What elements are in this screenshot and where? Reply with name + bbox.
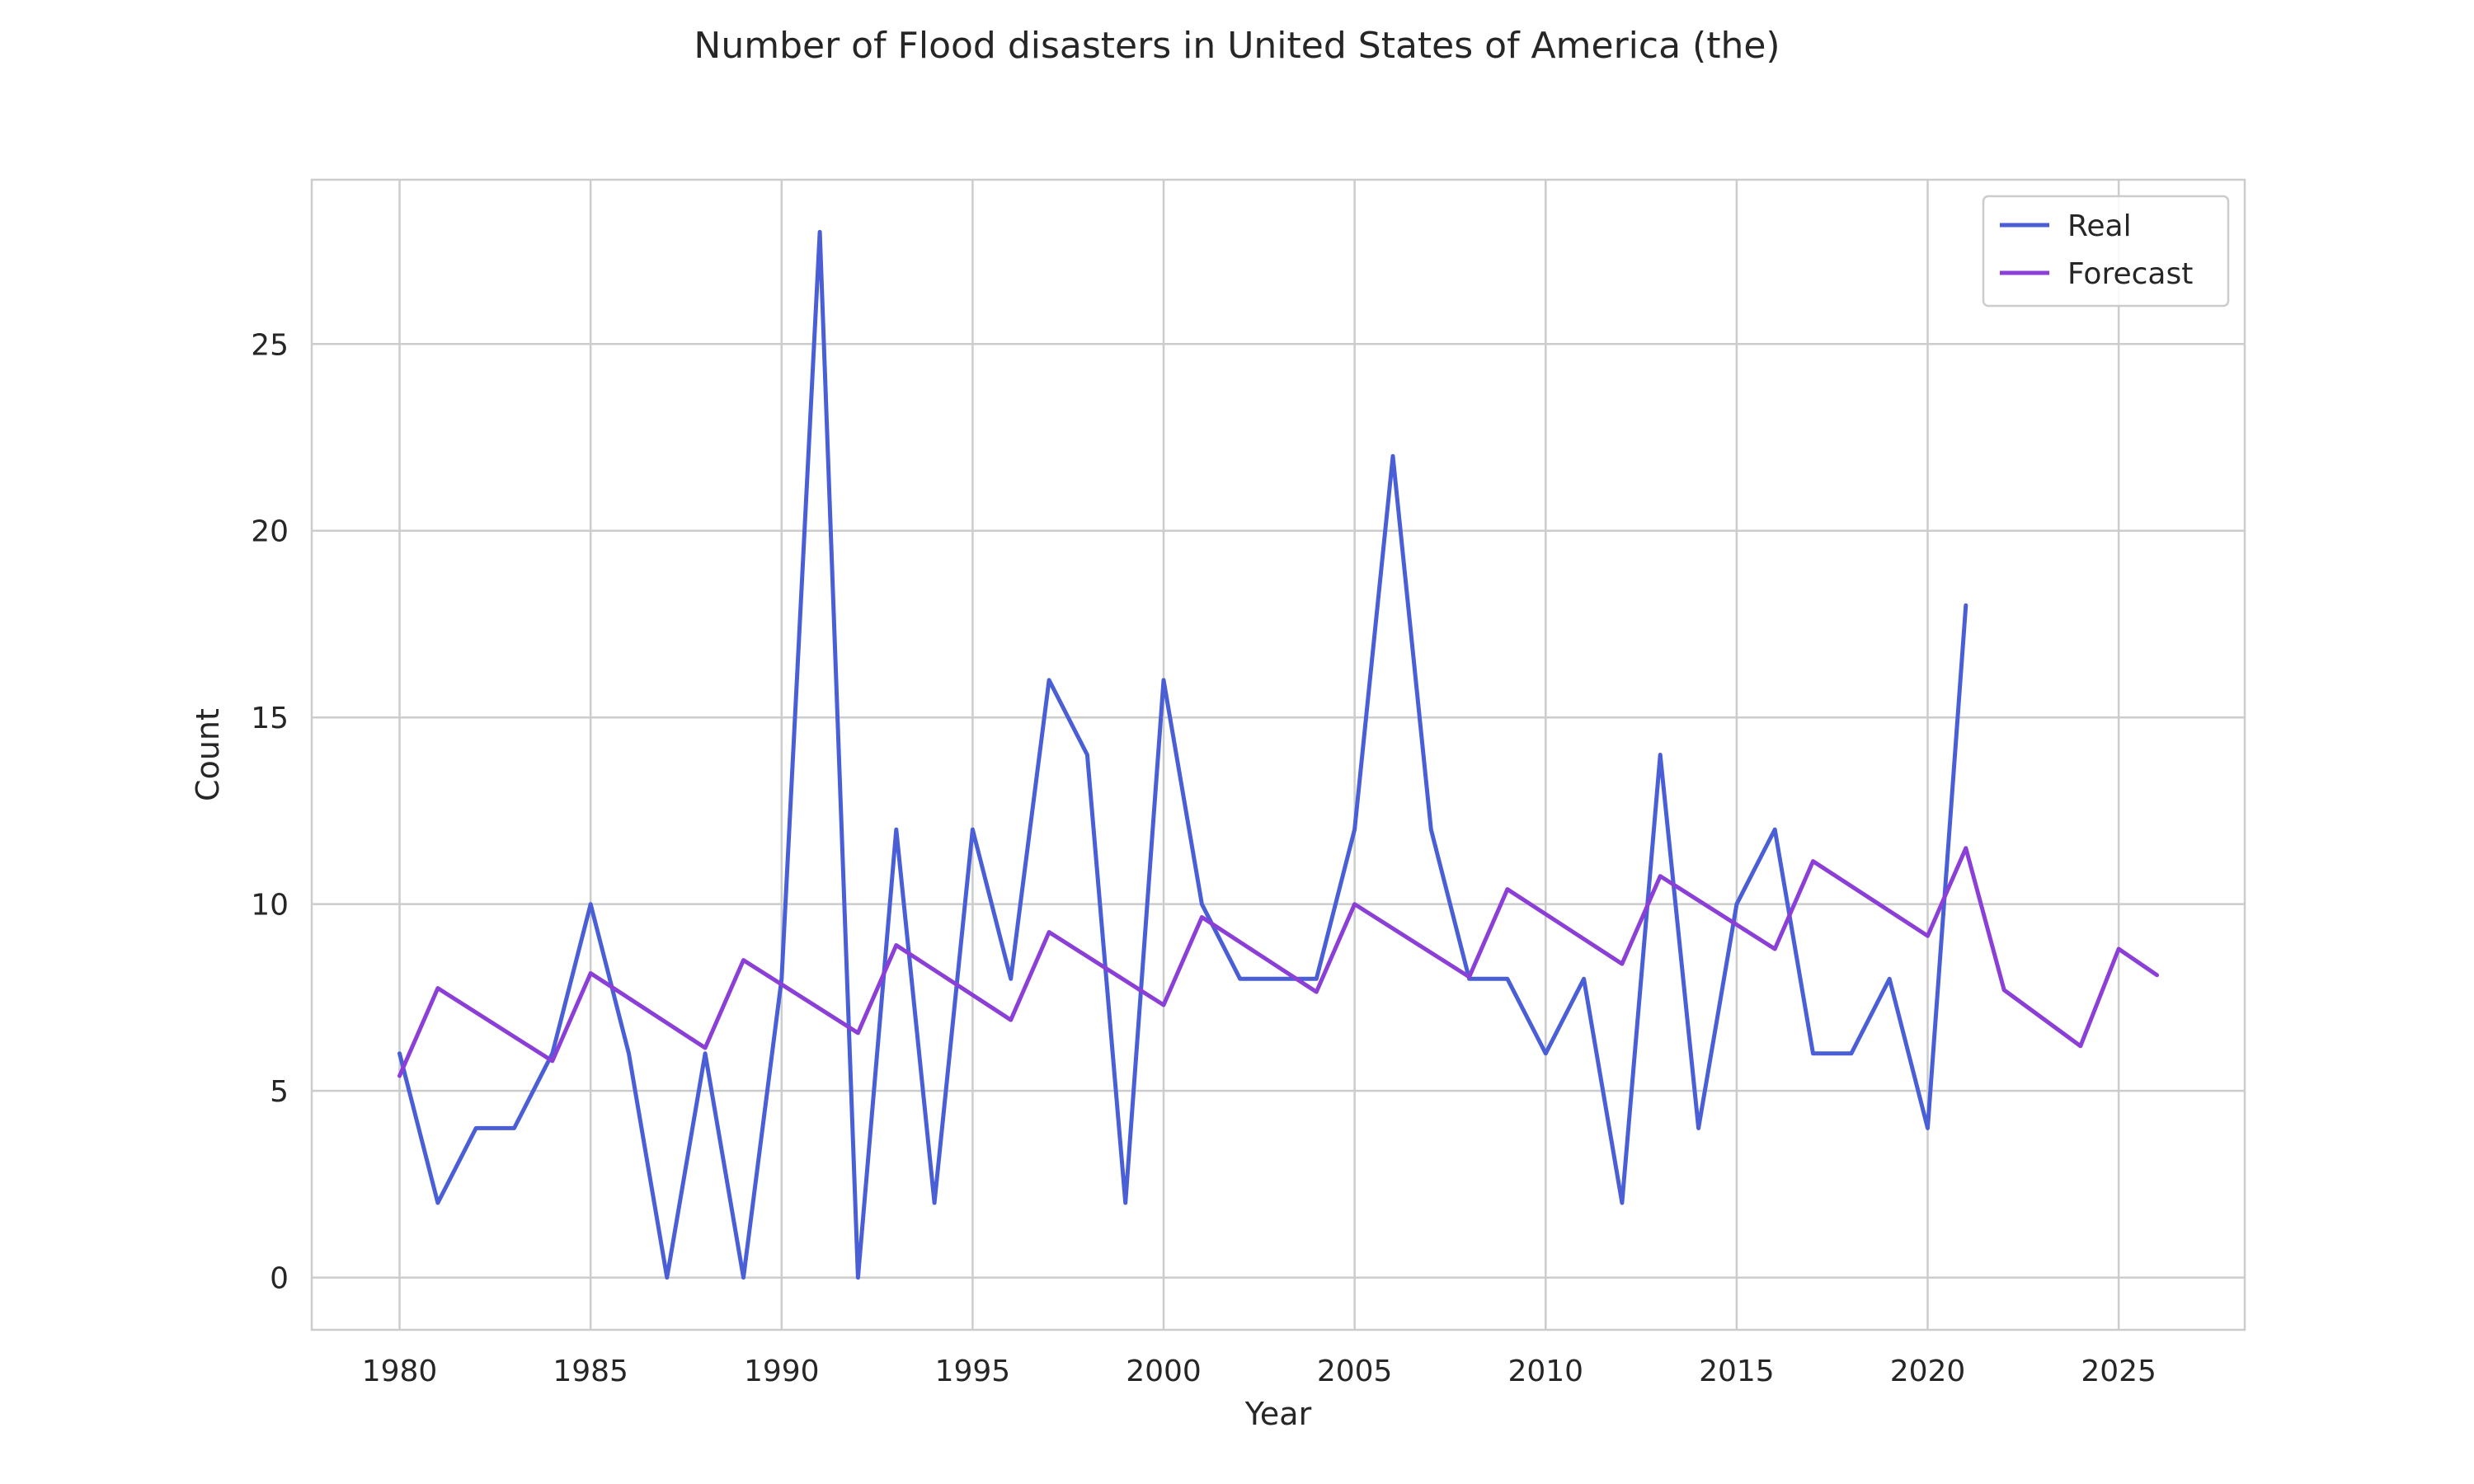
plot-area-frame xyxy=(310,178,2246,1331)
x-tick-label: 1990 xyxy=(744,1355,820,1388)
x-tick-label: 2020 xyxy=(1890,1355,1966,1388)
x-tick-label: 1985 xyxy=(553,1355,628,1388)
y-tick-label: 20 xyxy=(251,515,289,549)
y-tick-label: 0 xyxy=(270,1262,289,1296)
x-axis-ticks: 1980 1985 1990 1995 2000 2005 2010 2015 2020 2025 xyxy=(362,1355,2157,1388)
legend-label-real: Real xyxy=(2067,209,2132,243)
y-tick-label: 25 xyxy=(251,328,289,362)
series-layer xyxy=(397,229,2159,1280)
x-tick-label: 2010 xyxy=(1507,1355,1583,1388)
x-tick-label: 2005 xyxy=(1317,1355,1393,1388)
x-tick-label: 2015 xyxy=(1699,1355,1775,1388)
chart-title: Number of Flood disasters in United Stat… xyxy=(694,25,1780,67)
y-tick-label: 10 xyxy=(251,889,289,923)
legend-label-forecast: Forecast xyxy=(2067,257,2193,291)
x-tick-label: 2025 xyxy=(2081,1355,2157,1388)
y-tick-label: 15 xyxy=(251,702,289,735)
x-tick-label: 2000 xyxy=(1126,1355,1202,1388)
legend: Real Forecast xyxy=(1982,195,2230,308)
series-line-forecast xyxy=(397,846,2159,1078)
y-tick-label: 5 xyxy=(270,1075,289,1109)
y-axis-label: Count xyxy=(190,708,226,801)
x-tick-label: 1980 xyxy=(362,1355,438,1388)
series-line-real xyxy=(397,229,1968,1280)
y-axis-ticks: 0 5 10 15 20 25 xyxy=(251,328,289,1295)
x-axis-label: Year xyxy=(1244,1396,1312,1432)
x-tick-label: 1995 xyxy=(935,1355,1011,1388)
